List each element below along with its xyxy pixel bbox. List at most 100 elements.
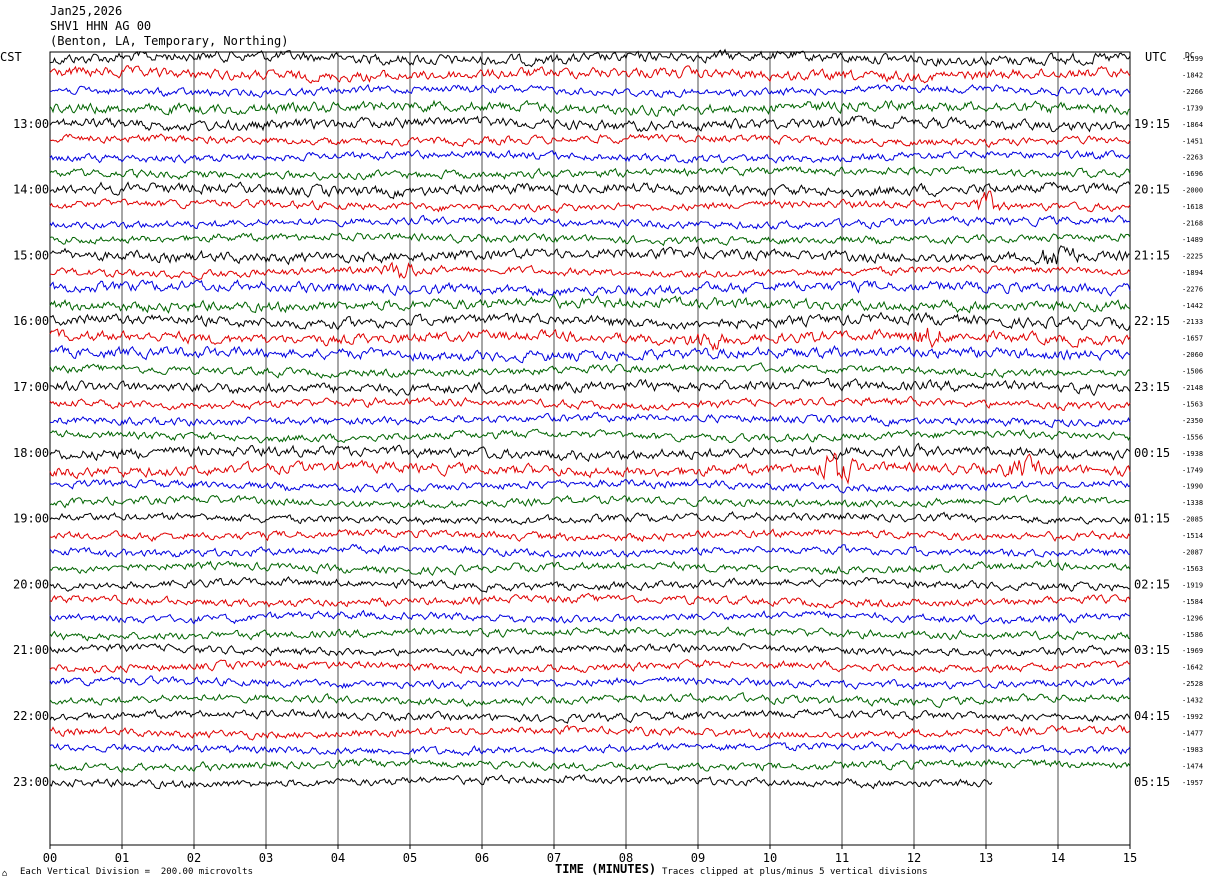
utc-time-label: 05:15 — [1134, 775, 1170, 789]
x-tick-label: 13 — [979, 851, 993, 865]
trace-line — [49, 626, 1131, 642]
dc-offset-label: -1474 — [1182, 762, 1203, 770]
utc-time-labels: 19:15 20:15 21:15 22:15 23:15 00:15 01:15 02:15… — [1134, 117, 1170, 789]
x-axis-ticks: 00 01 02 03 04 05 06 07 08 09 10 11 12 13 14 15 — [43, 845, 1137, 865]
utc-time-label: 03:15 — [1134, 643, 1170, 657]
trace-line — [49, 99, 1131, 117]
dc-offset-label: -1442 — [1182, 302, 1203, 310]
dc-offset-label: -2225 — [1182, 252, 1203, 260]
dc-offset-label: -1338 — [1182, 499, 1203, 507]
dc-offset-label: -1584 — [1182, 598, 1203, 606]
trace-line — [49, 707, 1131, 724]
dc-offset-label: -2133 — [1182, 318, 1203, 326]
cst-time-label: 20:00 — [13, 577, 49, 591]
cst-time-label: 19:00 — [13, 512, 49, 526]
x-tick-label: 11 — [835, 851, 849, 865]
dc-offset-label: -2060 — [1182, 351, 1203, 359]
cst-time-label: 13:00 — [13, 117, 49, 131]
trace-line — [49, 362, 1131, 379]
utc-time-label: 00:15 — [1134, 446, 1170, 460]
date-label: Jan25,2026 — [50, 4, 123, 18]
trace-line — [49, 643, 1131, 658]
x-tick-label: 08 — [619, 851, 633, 865]
trace-line — [49, 741, 1131, 757]
dc-offset-label: -1514 — [1182, 532, 1203, 540]
trace-line — [49, 133, 1131, 149]
trace-line — [49, 311, 1131, 332]
x-tick-label: 06 — [475, 851, 489, 865]
trace-line — [49, 190, 1131, 214]
dc-offset-label: -1919 — [1182, 581, 1203, 589]
trace-line — [49, 511, 1131, 526]
trace-line — [49, 692, 1131, 709]
dc-offset-label: -1451 — [1182, 137, 1203, 145]
dc-offset-label: -1618 — [1182, 203, 1203, 211]
dc-offset-label: -2087 — [1182, 549, 1203, 557]
cst-time-label: 18:00 — [13, 446, 49, 460]
dc-offset-label: -1739 — [1182, 104, 1203, 112]
cst-time-label: 16:00 — [13, 314, 49, 328]
dc-offset-label: -1992 — [1182, 713, 1203, 721]
dc-offset-label: -1506 — [1182, 368, 1203, 376]
utc-time-label: 20:15 — [1134, 183, 1170, 197]
trace-line — [49, 559, 1131, 577]
dc-offset-label: -1657 — [1182, 335, 1203, 343]
x-tick-label: 10 — [763, 851, 777, 865]
dc-offset-label: -1894 — [1182, 269, 1203, 277]
trace-line — [49, 659, 1131, 675]
trace-line — [49, 774, 993, 790]
dc-offset-label: -1938 — [1182, 450, 1203, 458]
trace-line — [49, 165, 1131, 181]
dc-offset-label: -1983 — [1182, 746, 1203, 754]
cst-time-label: 21:00 — [13, 643, 49, 657]
dc-offset-label: -1696 — [1182, 170, 1203, 178]
station-label: SHV1 HHN AG 00 — [50, 19, 152, 33]
utc-time-label: 21:15 — [1134, 248, 1170, 262]
dc-offset-label: -1432 — [1182, 697, 1203, 705]
dc-offset-labels: -1599 -1842 -2266 -1739 -1864 -1451 -2263 -1696… — [1182, 55, 1203, 787]
trace-line — [49, 478, 1131, 494]
cst-time-label: 15:00 — [13, 248, 49, 262]
dc-offset-label: -2148 — [1182, 384, 1203, 392]
utc-axis-label: UTC — [1145, 50, 1167, 64]
trace-line — [49, 279, 1131, 297]
x-tick-label: 02 — [187, 851, 201, 865]
trace-line — [49, 576, 1131, 593]
dc-offset-label: -1563 — [1182, 400, 1203, 408]
trace-line — [49, 232, 1131, 247]
x-tick-label: 07 — [547, 851, 561, 865]
x-tick-label: 05 — [403, 851, 417, 865]
trace-line — [49, 245, 1131, 266]
dc-offset-label: -2168 — [1182, 220, 1203, 228]
trace-line — [49, 724, 1131, 741]
trace-line — [49, 675, 1131, 690]
dc-column-label: DC — [1185, 51, 1195, 60]
trace-line — [49, 181, 1131, 200]
trace-line — [49, 543, 1131, 559]
cst-time-label: 14:00 — [13, 183, 49, 197]
seismic-traces — [49, 48, 1131, 790]
trace-line — [49, 48, 1131, 68]
x-tick-label: 04 — [331, 851, 345, 865]
dc-offset-label: -2085 — [1182, 516, 1203, 524]
trace-line — [49, 609, 1131, 625]
dc-offset-label: -2276 — [1182, 285, 1203, 293]
clip-note: Traces clipped at plus/minus 5 vertical … — [662, 867, 928, 877]
x-tick-label: 09 — [691, 851, 705, 865]
dc-offset-label: -1556 — [1182, 433, 1203, 441]
trace-line — [49, 592, 1131, 609]
cst-axis-label: CST — [0, 50, 22, 64]
dc-offset-label: -2000 — [1182, 187, 1203, 195]
dc-offset-label: -1864 — [1182, 121, 1203, 129]
dc-offset-label: -2266 — [1182, 88, 1203, 96]
utc-time-label: 19:15 — [1134, 117, 1170, 131]
dc-offset-label: -2528 — [1182, 680, 1203, 688]
dc-offset-label: -1642 — [1182, 664, 1203, 672]
trace-line — [49, 411, 1131, 429]
trace-line — [49, 757, 1131, 774]
dc-offset-label: -1842 — [1182, 71, 1203, 79]
cst-time-label: 22:00 — [13, 709, 49, 723]
dc-offset-label: -1586 — [1182, 631, 1203, 639]
trace-line — [49, 395, 1131, 411]
trace-line — [49, 494, 1131, 509]
